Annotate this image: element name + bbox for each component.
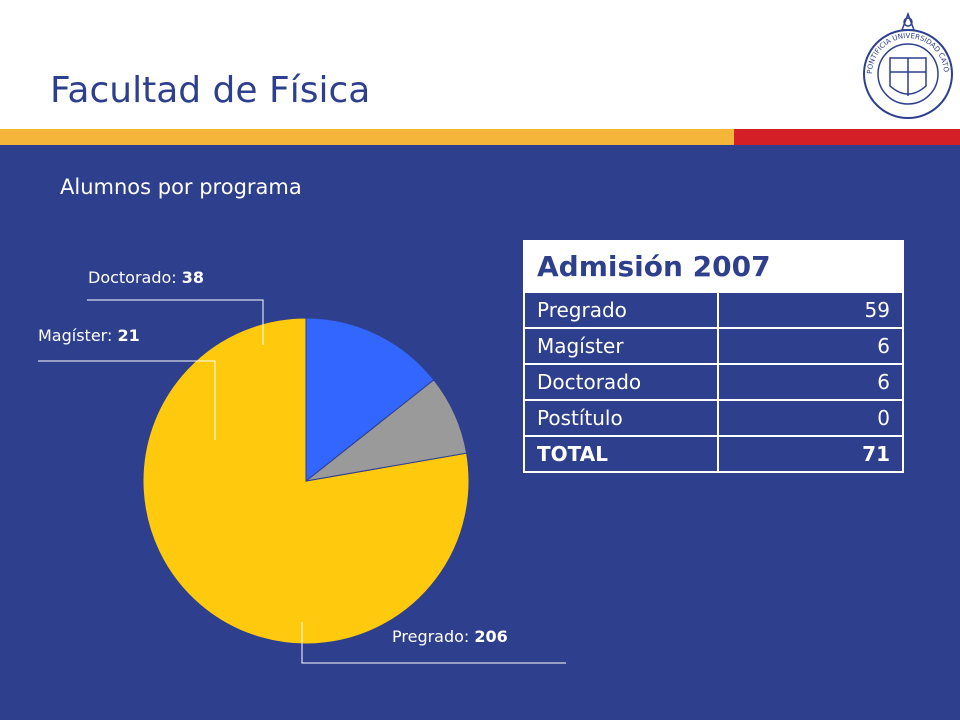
pie-label-doctorado: Doctorado: 38 <box>88 268 205 287</box>
slide-header <box>0 0 960 130</box>
row-label: Postítulo <box>523 399 719 437</box>
header-stripe-orange <box>0 129 734 145</box>
table-header-row: Admisión 2007 <box>523 240 904 293</box>
leader-line-magister <box>38 360 216 440</box>
slice-value: 206 <box>474 627 508 646</box>
university-seal-logo: PONTIFICIA UNIVERSIDAD CATÓLICA DE CHILE <box>858 8 953 119</box>
leader-line-pregrado <box>301 622 566 664</box>
table-row: Postítulo 0 <box>523 399 904 437</box>
page-title: Facultad de Física <box>50 70 371 111</box>
table-header: Admisión 2007 <box>523 240 904 293</box>
slice-value: 21 <box>117 326 140 345</box>
row-value: 59 <box>717 291 904 329</box>
table-row: Magíster 6 <box>523 327 904 365</box>
slice-value: 38 <box>181 268 205 287</box>
table-row-total: TOTAL 71 <box>523 435 904 473</box>
leader-line-doctorado <box>87 299 264 345</box>
slice-name: Pregrado <box>392 627 464 646</box>
row-value: 0 <box>717 399 904 437</box>
pie-label-magister: Magíster: 21 <box>38 326 140 345</box>
table-row: Pregrado 59 <box>523 291 904 329</box>
row-value: 71 <box>717 435 904 473</box>
row-label: Doctorado <box>523 363 719 401</box>
pie-slice-doctorado <box>305 317 435 483</box>
row-label: Pregrado <box>523 291 719 329</box>
row-label: TOTAL <box>523 435 719 473</box>
admission-table: Admisión 2007 Pregrado 59 Magíster 6 Doc… <box>523 240 904 473</box>
row-label: Magíster <box>523 327 719 365</box>
header-stripe-red <box>734 129 960 145</box>
row-value: 6 <box>717 327 904 365</box>
chart-subtitle: Alumnos por programa <box>60 175 302 199</box>
slice-name: Magíster <box>38 326 107 345</box>
table-row: Doctorado 6 <box>523 363 904 401</box>
pie-label-pregrado: Pregrado: 206 <box>392 627 508 646</box>
slice-name: Doctorado <box>88 268 172 287</box>
row-value: 6 <box>717 363 904 401</box>
